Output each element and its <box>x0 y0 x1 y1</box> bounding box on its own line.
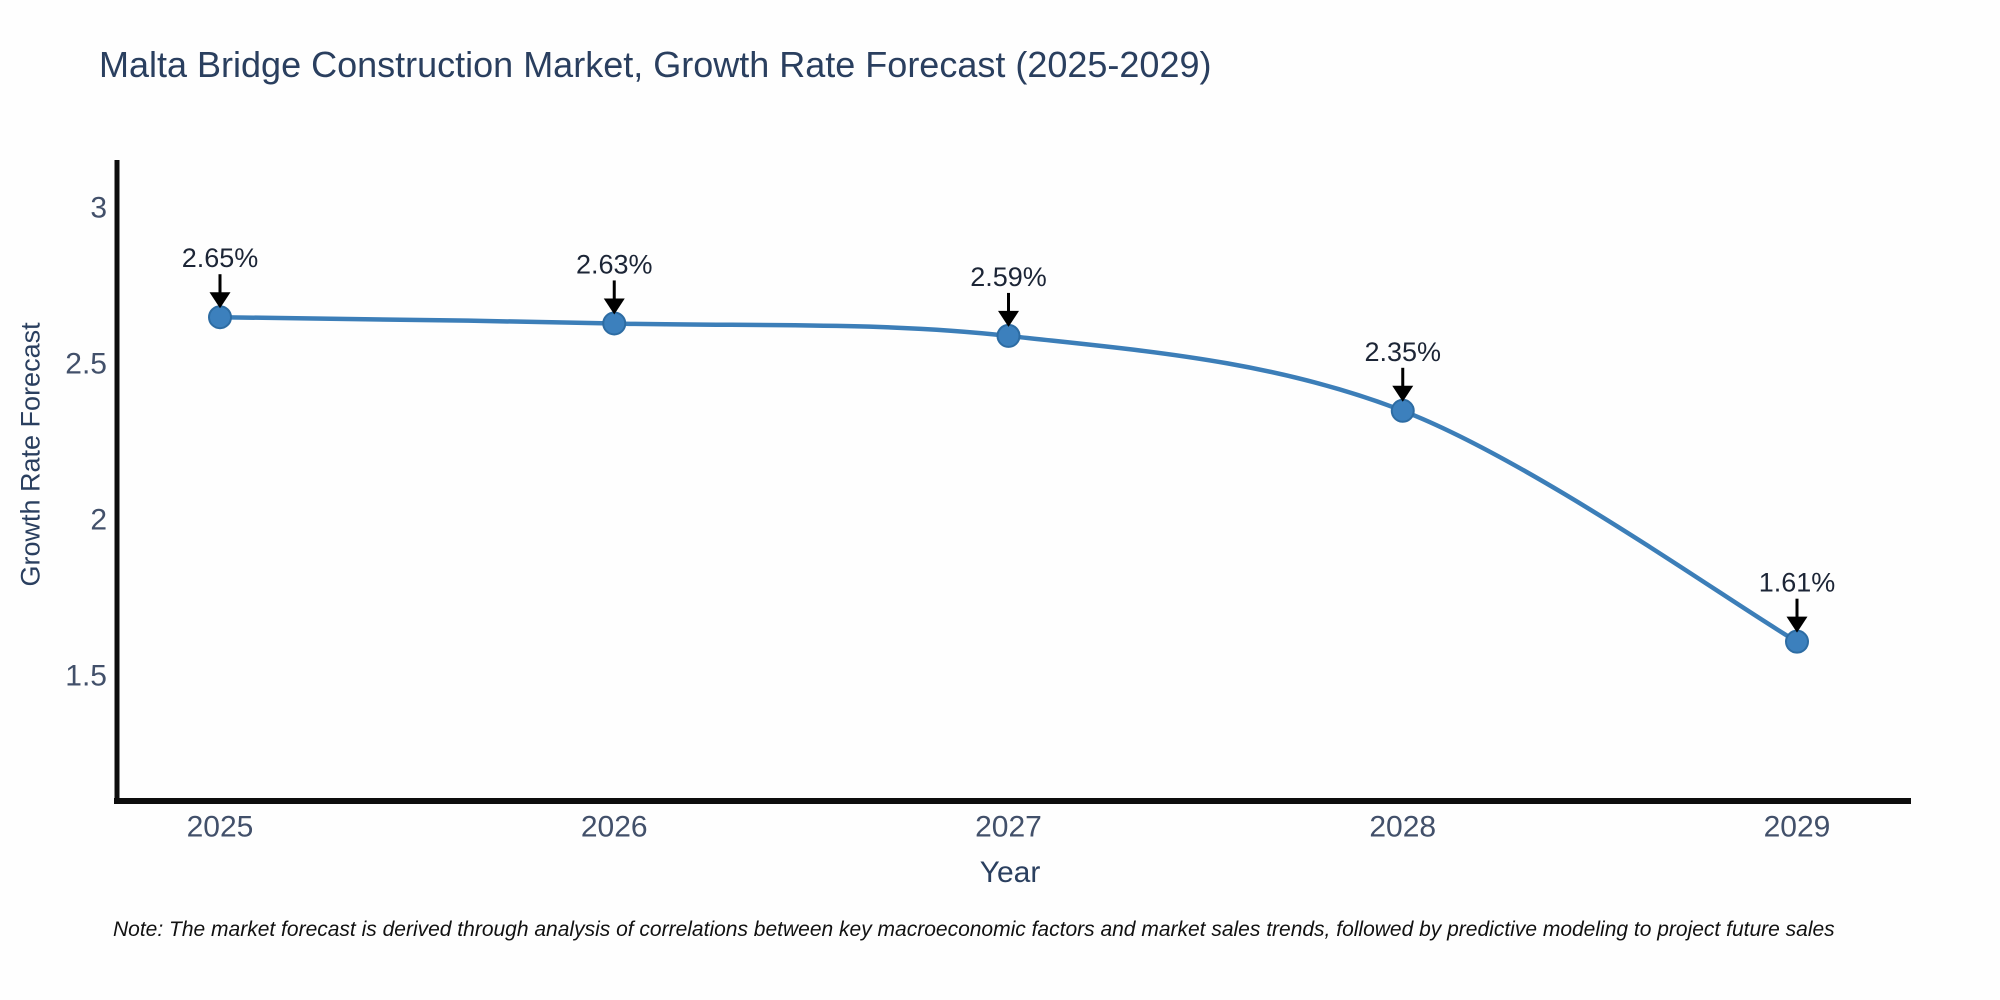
annotation-label: 2.35% <box>1364 337 1441 367</box>
chart-title: Malta Bridge Construction Market, Growth… <box>99 44 1212 85</box>
x-tick-label: 2026 <box>581 811 648 844</box>
y-tick-label: 2.5 <box>65 348 107 381</box>
data-point-marker <box>1785 629 1809 654</box>
data-point-marker <box>1390 398 1415 423</box>
annotation-label: 2.63% <box>576 249 653 279</box>
x-tick-label: 2028 <box>1369 811 1436 844</box>
x-tick-label: 2027 <box>975 811 1042 844</box>
annotation-arrowhead <box>1392 385 1414 402</box>
footnote: Note: The market forecast is derived thr… <box>113 918 1835 941</box>
annotation-arrowhead <box>1786 616 1808 633</box>
annotation-label: 2.65% <box>182 243 259 273</box>
annotation-label: 1.61% <box>1759 568 1836 598</box>
y-tick-label: 2 <box>90 504 107 537</box>
data-point-marker <box>996 323 1021 348</box>
series-line <box>217 314 1800 644</box>
x-tick-label: 2025 <box>187 811 254 844</box>
annotation-arrowhead <box>998 310 1019 327</box>
x-tick-label: 2029 <box>1764 811 1831 844</box>
x-axis-title: Year <box>979 856 1041 889</box>
y-tick-label: 3 <box>90 192 107 225</box>
annotation-arrowhead <box>209 292 231 309</box>
data-point-marker <box>602 311 627 336</box>
annotation-label: 2.59% <box>970 262 1047 292</box>
annotation-arrowhead <box>603 298 625 315</box>
data-point-marker <box>208 305 232 330</box>
y-tick-label: 1.5 <box>65 660 107 693</box>
